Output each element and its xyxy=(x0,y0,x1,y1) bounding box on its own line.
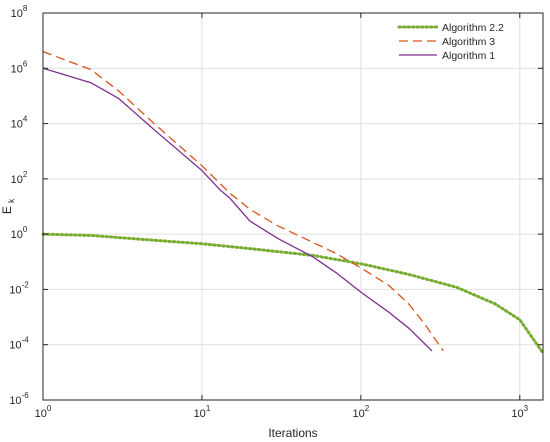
series-line-algorithm-1 xyxy=(42,67,433,352)
axis-ticks: 100 101 102 103 10-6 10-4 10-2 100 102 104 106 108 xyxy=(9,4,543,420)
x-tick-label: 100 xyxy=(35,404,52,420)
x-tick-label: 103 xyxy=(511,404,528,420)
legend-label: Algorithm 2.2 xyxy=(442,22,504,34)
x-tick-label: 101 xyxy=(194,404,211,420)
y-tick-label: 10-6 xyxy=(9,391,29,407)
plot-frame xyxy=(42,12,544,401)
legend: Algorithm 2.2 Algorithm 3 Algorithm 1 xyxy=(397,22,504,62)
series-line-algorithm-3 xyxy=(42,51,444,352)
y-tick-label: 10-4 xyxy=(9,336,29,352)
series-layer xyxy=(41,51,545,355)
y-tick-label: 102 xyxy=(11,170,28,186)
y-tick-label: 100 xyxy=(11,225,28,241)
x-tick-label: 102 xyxy=(352,404,369,420)
series-line-algorithm-2-2 xyxy=(41,232,545,355)
y-tick-label: 106 xyxy=(11,59,28,75)
y-tick-label: 108 xyxy=(11,4,28,20)
y-axis-label-subscript: k xyxy=(7,198,16,203)
y-axis-label: E k xyxy=(0,198,16,214)
x-axis-label: Iterations xyxy=(268,426,317,440)
y-tick-label: 104 xyxy=(11,115,28,131)
y-tick-label: 10-2 xyxy=(9,280,29,296)
y-axis-label-main: E xyxy=(0,206,14,214)
plot-area xyxy=(43,13,543,400)
legend-label: Algorithm 3 xyxy=(442,36,495,48)
legend-label: Algorithm 1 xyxy=(442,50,495,62)
